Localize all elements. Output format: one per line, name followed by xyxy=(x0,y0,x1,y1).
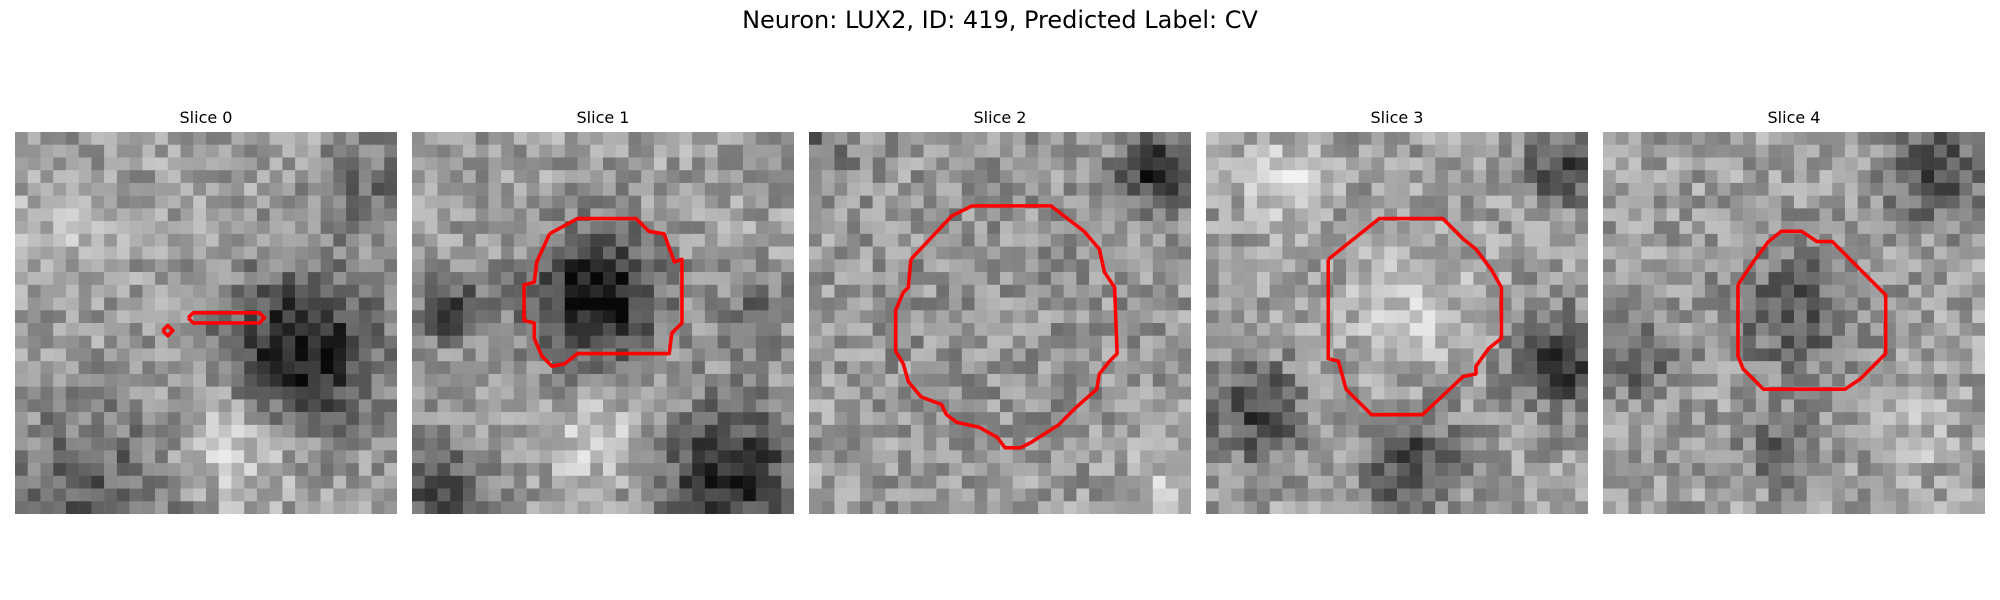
contour xyxy=(1736,229,1888,391)
grayscale-pixels xyxy=(809,132,1191,514)
contour xyxy=(893,204,1119,450)
grayscale-pixels xyxy=(412,132,794,514)
slice-panel-0: Slice 0 xyxy=(15,108,397,514)
slice-title-1: Slice 1 xyxy=(576,108,630,127)
figure-title: Neuron: LUX2, ID: 419, Predicted Label: … xyxy=(742,6,1258,34)
grayscale-pixels xyxy=(1603,132,1985,514)
contour xyxy=(522,216,684,369)
slice-title-0: Slice 0 xyxy=(179,108,233,127)
contour-fragment-small xyxy=(161,323,175,338)
grayscale-pixels xyxy=(1206,132,1588,514)
contour-fragment xyxy=(186,311,267,325)
slice-panel-2: Slice 2 xyxy=(809,108,1191,514)
grayscale-pixels xyxy=(15,132,397,514)
contour xyxy=(1326,216,1504,417)
slice-image-1 xyxy=(412,132,794,514)
slice-image-0 xyxy=(15,132,397,514)
slice-panel-4: Slice 4 xyxy=(1603,108,1985,514)
slice-panel-3: Slice 3 xyxy=(1206,108,1588,514)
slice-title-3: Slice 3 xyxy=(1370,108,1424,127)
slice-image-4 xyxy=(1603,132,1985,514)
slice-title-2: Slice 2 xyxy=(973,108,1027,127)
slice-image-2 xyxy=(809,132,1191,514)
slice-title-4: Slice 4 xyxy=(1767,108,1821,127)
slice-image-3 xyxy=(1206,132,1588,514)
slice-panel-1: Slice 1 xyxy=(412,108,794,514)
